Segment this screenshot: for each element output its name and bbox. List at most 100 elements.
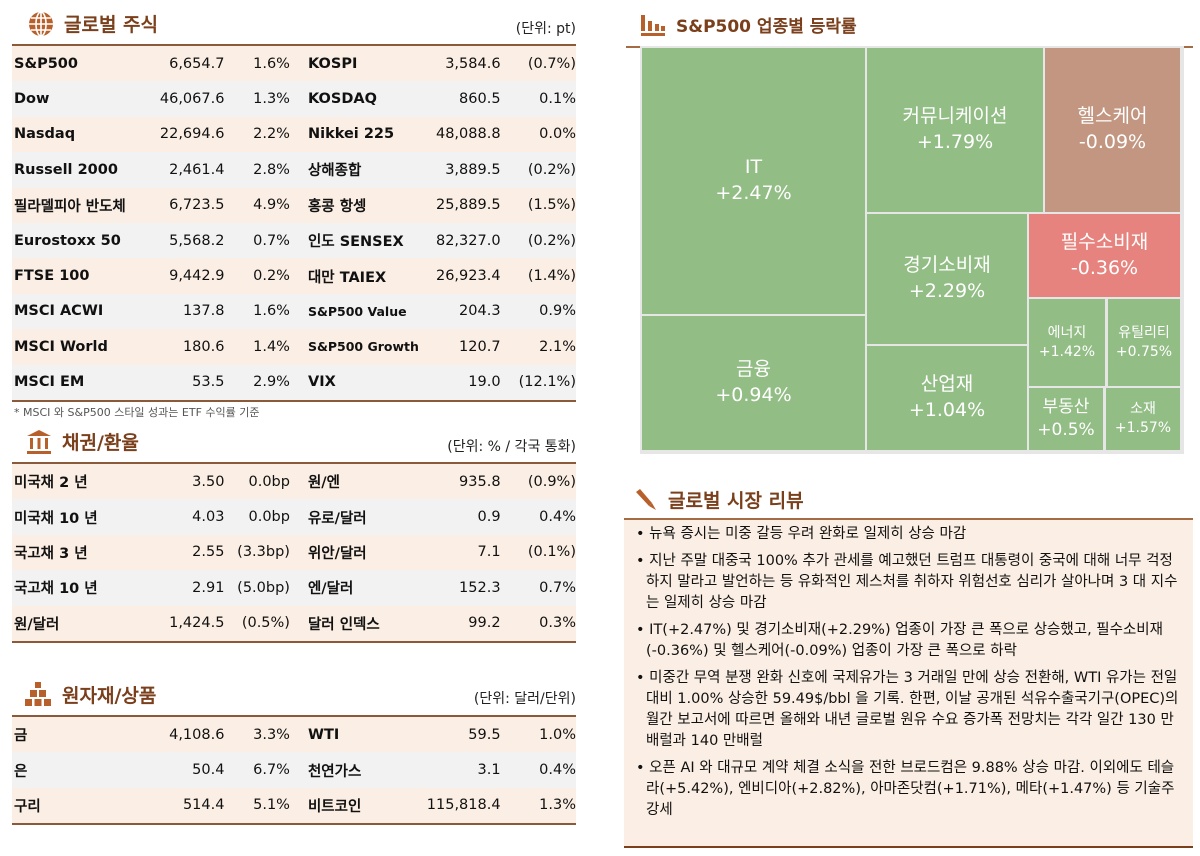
- treemap-tile: 커뮤니케이션 +1.79%: [867, 48, 1043, 212]
- cell-name2: Nikkei 225: [307, 126, 395, 143]
- cell-name1: 미국채 2 년: [14, 475, 88, 492]
- cell-name2: 홍콩 항셍: [307, 198, 367, 215]
- tile-value: +0.5%: [1037, 420, 1095, 440]
- cell-pct1: 1.3%: [253, 91, 290, 108]
- cell-value1: 180.6: [182, 338, 225, 355]
- cell-pct2: (0.7%): [527, 55, 576, 72]
- cell-value2: 860.5: [459, 91, 501, 108]
- cell-value1: 3.50: [192, 473, 225, 490]
- cell-name1: 미국채 10 년: [14, 510, 98, 527]
- review-item: • 오픈 AI 와 대규모 계약 체결 소식을 전한 브로드컴은 9.88% 상…: [636, 760, 1175, 818]
- cell-name2: 달러 인덱스: [307, 616, 380, 633]
- tile-name: 산업재: [920, 373, 974, 396]
- cell-pct1: 5.1%: [253, 797, 290, 814]
- cell-pct2: 1.3%: [539, 797, 576, 814]
- cell-pct2: (0.2%): [527, 161, 576, 178]
- cell-pct2: 0.3%: [539, 615, 576, 632]
- cell-pct1: 3.3%: [253, 726, 290, 743]
- cell-name1: S&P500: [14, 55, 78, 72]
- treemap-tile: 헬스케어 -0.09%: [1045, 48, 1180, 212]
- treemap-tile: 부동산 +0.5%: [1029, 388, 1103, 450]
- cell-value2: 120.7: [459, 338, 501, 355]
- cell-name1: Nasdaq: [14, 126, 76, 143]
- cell-pct2: 0.4%: [539, 509, 576, 526]
- cell-name2: WTI: [307, 726, 340, 743]
- sector-header: S&P500 업종별 등락률: [640, 12, 857, 37]
- cell-value1: 9,442.9: [169, 268, 225, 285]
- cell-value2: 152.3: [459, 579, 501, 596]
- cell-pct2: 2.1%: [539, 338, 576, 355]
- treemap-tile: 경기소비재 +2.29%: [867, 214, 1027, 344]
- cell-pct2: (1.5%): [527, 197, 576, 214]
- cell-value1: 22,694.6: [159, 126, 225, 143]
- pen-icon: [636, 488, 656, 510]
- tile-value: +0.75%: [1115, 343, 1173, 360]
- cell-pct1: 0.0bp: [248, 509, 290, 526]
- cell-name1: 필라델피아 반도체: [14, 198, 126, 215]
- cell-name2: S&P500 Value: [307, 303, 407, 319]
- global-stocks-table: S&P500 6,654.7 1.6% KOSPI 3,584.6 (0.7%) Dow 46…: [12, 44, 576, 402]
- tile-value: +1.04%: [908, 399, 986, 421]
- cell-pct2: 1.0%: [539, 726, 576, 743]
- tile-value: +0.94%: [715, 384, 792, 406]
- section-title: 채권/환율: [62, 432, 139, 454]
- cell-name1: FTSE 100: [14, 268, 90, 285]
- cell-name2: 상해종합: [307, 163, 362, 180]
- cell-value2: 48,088.8: [435, 126, 501, 143]
- cell-value1: 2.55: [192, 544, 225, 561]
- treemap-tile: 금융 +0.94%: [642, 316, 865, 450]
- global-stocks-header: 글로벌 주식: [28, 10, 158, 37]
- cell-name2: KOSPI: [307, 55, 358, 72]
- cell-value1: 46,067.6: [159, 91, 225, 108]
- cell-value1: 6,723.5: [169, 197, 225, 214]
- commodities-table: 금 4,108.6 3.3% WTI 59.5 1.0% 은 50.4 6.7% 천연가스 3.1 0…: [12, 715, 576, 826]
- table-row: MSCI ACWI 137.8 1.6% S&P500 Value 204.3 0.9%: [12, 293, 576, 330]
- unit-label: (단위: 달러/단위): [473, 691, 576, 707]
- cell-pct1: (3.3bp): [237, 544, 290, 561]
- table-row: 원/달러 1,424.5 (0.5%) 달러 인덱스 99.2 0.3%: [12, 605, 576, 641]
- gold-bars-icon: [25, 682, 51, 706]
- cell-value1: 137.8: [182, 303, 225, 320]
- cell-value1: 4,108.6: [169, 726, 225, 743]
- cell-name2: 유로/달러: [307, 510, 367, 527]
- cell-value2: 3,889.5: [445, 161, 501, 178]
- table-row: 미국채 2 년 3.50 0.0bp 원/엔 935.8 (0.9%): [12, 464, 576, 500]
- tile-name: IT: [744, 156, 763, 179]
- table-row: Eurostoxx 50 5,568.2 0.7% 인도 SENSEX 82,327.0…: [12, 222, 576, 259]
- cell-pct1: 2.9%: [253, 374, 290, 391]
- cell-name1: MSCI EM: [14, 374, 85, 391]
- cell-value1: 2.91: [192, 579, 225, 596]
- section-title: 원자재/상품: [62, 684, 157, 707]
- cell-value2: 7.1: [477, 544, 501, 561]
- tile-name: 부동산: [1042, 397, 1090, 418]
- section-title: 글로벌 주식: [64, 14, 159, 36]
- cell-name2: 대만 TAIEX: [307, 269, 387, 286]
- bar-chart-icon: [641, 14, 665, 36]
- tile-name: 경기소비재: [903, 254, 991, 277]
- cell-name2: 엔/달러: [307, 581, 354, 598]
- cell-name1: 구리: [14, 798, 41, 815]
- tile-value: +2.29%: [908, 280, 986, 302]
- table-row: MSCI World 180.6 1.4% S&P500 Growth 120.7 2.1…: [12, 329, 576, 365]
- cell-pct1: 2.8%: [253, 161, 290, 178]
- cell-pct2: 0.0%: [539, 126, 576, 143]
- review-item: • 뉴욕 증시는 미중 갈등 우려 완화로 일제히 상승 마감: [636, 526, 967, 542]
- cell-value1: 1,424.5: [169, 615, 225, 632]
- market-review: • 뉴욕 증시는 미중 갈등 우려 완화로 일제히 상승 마감 • 지난 주말 대…: [624, 518, 1193, 848]
- cell-name1: 국고채 10 년: [14, 581, 98, 598]
- cell-pct1: 1.6%: [253, 303, 290, 320]
- cell-pct1: 2.2%: [253, 126, 290, 143]
- cell-value2: 3,584.6: [445, 55, 501, 72]
- table-row: 은 50.4 6.7% 천연가스 3.1 0.4%: [12, 752, 576, 788]
- tile-name: 금융: [736, 358, 771, 381]
- review-item: • 미중간 무역 분쟁 완화 신호에 국제유가는 3 거래일 만에 상승 전환해…: [636, 670, 1179, 749]
- cell-value2: 3.1: [477, 762, 501, 779]
- cell-pct1: 0.0bp: [248, 473, 290, 490]
- cell-pct2: (0.1%): [527, 544, 576, 561]
- tile-name: 유틸리티: [1118, 324, 1170, 341]
- cell-value1: 514.4: [182, 797, 225, 814]
- treemap-tile: 필수소비재 -0.36%: [1029, 214, 1180, 297]
- cell-value1: 4.03: [192, 509, 225, 526]
- cell-name1: 금: [14, 728, 28, 745]
- tile-name: 필수소비재: [1060, 230, 1149, 253]
